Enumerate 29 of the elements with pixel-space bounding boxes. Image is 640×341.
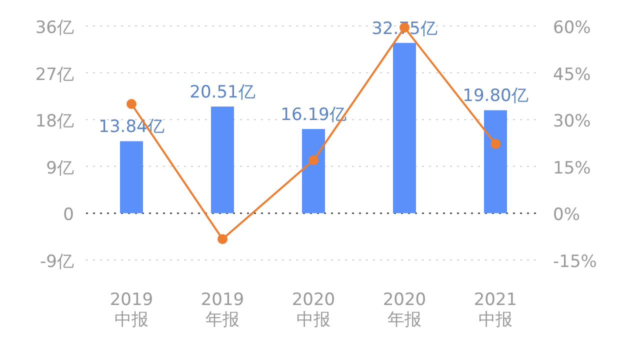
bar xyxy=(484,110,507,214)
y2-tick-label: 45% xyxy=(553,64,591,85)
y-tick-label: 36亿 xyxy=(35,18,74,38)
data-label: 13.84亿 xyxy=(98,117,164,138)
x-tick-label: 2020 年报 xyxy=(382,290,426,330)
bar xyxy=(211,106,234,214)
y2-tick-label: 60% xyxy=(553,18,591,38)
x-tick-label: 2019 中报 xyxy=(110,290,154,330)
y-tick-label: 18亿 xyxy=(35,112,74,132)
point xyxy=(218,234,228,244)
point xyxy=(308,155,318,166)
point xyxy=(490,138,500,149)
y2-tick-label: 0% xyxy=(553,205,580,226)
y-tick-label: 9亿 xyxy=(46,158,74,178)
y2-tick-label: 15% xyxy=(553,158,591,178)
point xyxy=(126,99,136,109)
bar xyxy=(120,141,143,214)
bar xyxy=(393,42,416,214)
y-tick-label: 0 xyxy=(63,205,74,226)
x-tick-label: 2019 年报 xyxy=(200,290,244,330)
x-tick-label: 2021 中报 xyxy=(474,290,518,330)
x-tick-label: 2020 中报 xyxy=(292,290,336,330)
y-tick-label: 27亿 xyxy=(35,64,74,85)
y2-tick-label: -15% xyxy=(553,252,597,272)
y-tick-label: -9亿 xyxy=(40,252,74,272)
data-label: 20.51亿 xyxy=(190,82,256,103)
y2-tick-label: 30% xyxy=(553,112,591,132)
bar xyxy=(302,129,325,214)
data-label: 19.80亿 xyxy=(462,86,528,106)
